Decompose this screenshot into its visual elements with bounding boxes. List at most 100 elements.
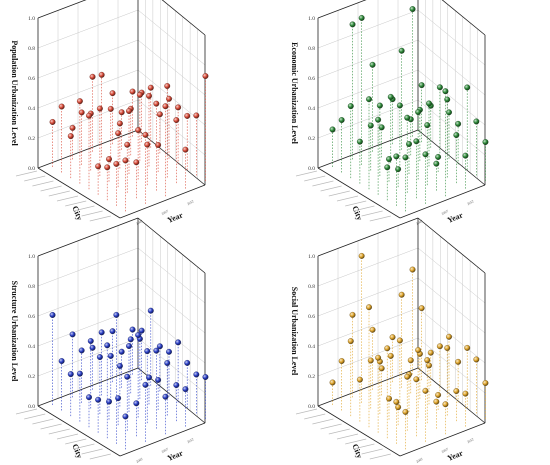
grid-line xyxy=(317,9,419,49)
data-point xyxy=(455,358,462,365)
data-point xyxy=(435,392,442,398)
year-tick-label: 2002 xyxy=(135,219,143,226)
city-tick xyxy=(295,170,318,177)
chart-panel-economic: 0.0 0.2 0.4 0.6 0.8 1.0 Economic Urbanization … xyxy=(290,0,489,226)
data-point xyxy=(349,21,356,28)
city-tick xyxy=(15,408,38,415)
data-point xyxy=(95,396,102,403)
grid-line xyxy=(37,307,139,347)
city-tick xyxy=(320,185,342,192)
city-tick xyxy=(312,418,334,425)
grid-line xyxy=(37,9,139,49)
data-point xyxy=(375,116,382,123)
city-tick xyxy=(89,453,111,460)
data-point xyxy=(144,348,151,355)
year-tick-label: 2007 xyxy=(161,447,169,454)
data-point xyxy=(329,379,336,386)
data-point xyxy=(104,164,111,171)
data-point xyxy=(435,154,442,160)
city-tick xyxy=(48,428,70,435)
year-tick-label: 2002 xyxy=(415,219,423,226)
data-point xyxy=(462,152,469,159)
data-point xyxy=(124,141,131,148)
data-point xyxy=(402,154,409,161)
data-point xyxy=(347,338,354,345)
city-tick xyxy=(295,408,318,415)
grid-line xyxy=(137,9,206,66)
grid-line xyxy=(317,69,419,109)
data-point xyxy=(162,103,169,110)
y-tick-label: 0.6 xyxy=(28,314,35,320)
city-tick xyxy=(320,423,342,430)
data-point xyxy=(358,14,365,21)
data-point xyxy=(378,365,385,372)
data-point xyxy=(358,252,365,259)
data-point xyxy=(424,357,431,364)
data-point xyxy=(184,112,191,119)
y-tick-label: 1.0 xyxy=(28,254,35,260)
city-tick xyxy=(369,453,391,460)
grid-line xyxy=(317,0,367,19)
city-tick xyxy=(345,438,367,445)
data-point xyxy=(367,122,374,129)
axis-line xyxy=(37,129,139,169)
axis-line xyxy=(317,167,401,219)
axis-line xyxy=(37,0,87,19)
gridlines xyxy=(317,0,486,179)
year-tick-label: 2012 xyxy=(466,199,474,206)
data-point xyxy=(175,339,182,346)
data-point xyxy=(129,326,136,333)
data-point xyxy=(367,357,374,364)
data-point xyxy=(349,311,356,318)
data-point xyxy=(396,102,403,109)
city-tick xyxy=(40,185,62,192)
data-point xyxy=(96,354,103,360)
data-point xyxy=(453,132,460,139)
grid-line xyxy=(37,247,139,287)
y-tick-label: 0.4 xyxy=(308,344,315,350)
grid-line xyxy=(37,69,139,109)
city-tick xyxy=(361,210,383,217)
axis-line xyxy=(37,217,139,257)
axis-line xyxy=(317,405,401,457)
chart-panel-population: 0.0 0.2 0.4 0.6 0.8 1.0 Population Urbanizatio… xyxy=(10,0,209,226)
y-tick-label: 0.6 xyxy=(28,76,35,82)
data-point xyxy=(166,348,172,355)
data-point xyxy=(67,133,74,140)
data-point xyxy=(162,393,169,400)
data-point xyxy=(436,84,443,91)
city-tick xyxy=(73,205,95,212)
city-tick xyxy=(15,170,38,177)
data-point xyxy=(366,304,372,311)
data-point xyxy=(115,130,122,137)
data-point xyxy=(202,374,209,380)
data-point xyxy=(193,371,200,378)
data-point xyxy=(96,105,103,112)
data-point xyxy=(329,126,336,133)
grid-line xyxy=(317,307,419,347)
data-point xyxy=(396,337,403,344)
data-point xyxy=(366,96,372,103)
data-point xyxy=(202,73,209,79)
grid-line xyxy=(137,337,206,394)
y-tick-label: 0.8 xyxy=(28,284,35,290)
axis-frame xyxy=(37,0,206,219)
y-axis-label: Population Urbanization Level xyxy=(10,40,19,146)
y-tick-label: 0.6 xyxy=(308,76,315,82)
data-point xyxy=(106,156,112,163)
data-point xyxy=(193,112,200,119)
data-point xyxy=(89,73,96,80)
grid-line xyxy=(441,0,486,36)
data-point xyxy=(442,401,449,408)
data-point xyxy=(113,311,120,318)
data-point xyxy=(422,387,429,394)
axis-line xyxy=(37,167,121,219)
grid-line xyxy=(417,277,486,334)
grid-line xyxy=(317,277,419,317)
year-tick-label: 2012 xyxy=(186,199,194,206)
data-point xyxy=(116,120,123,127)
data-point xyxy=(87,338,94,344)
data-point xyxy=(407,357,414,364)
city-tick xyxy=(65,200,87,207)
data-point xyxy=(135,332,142,339)
